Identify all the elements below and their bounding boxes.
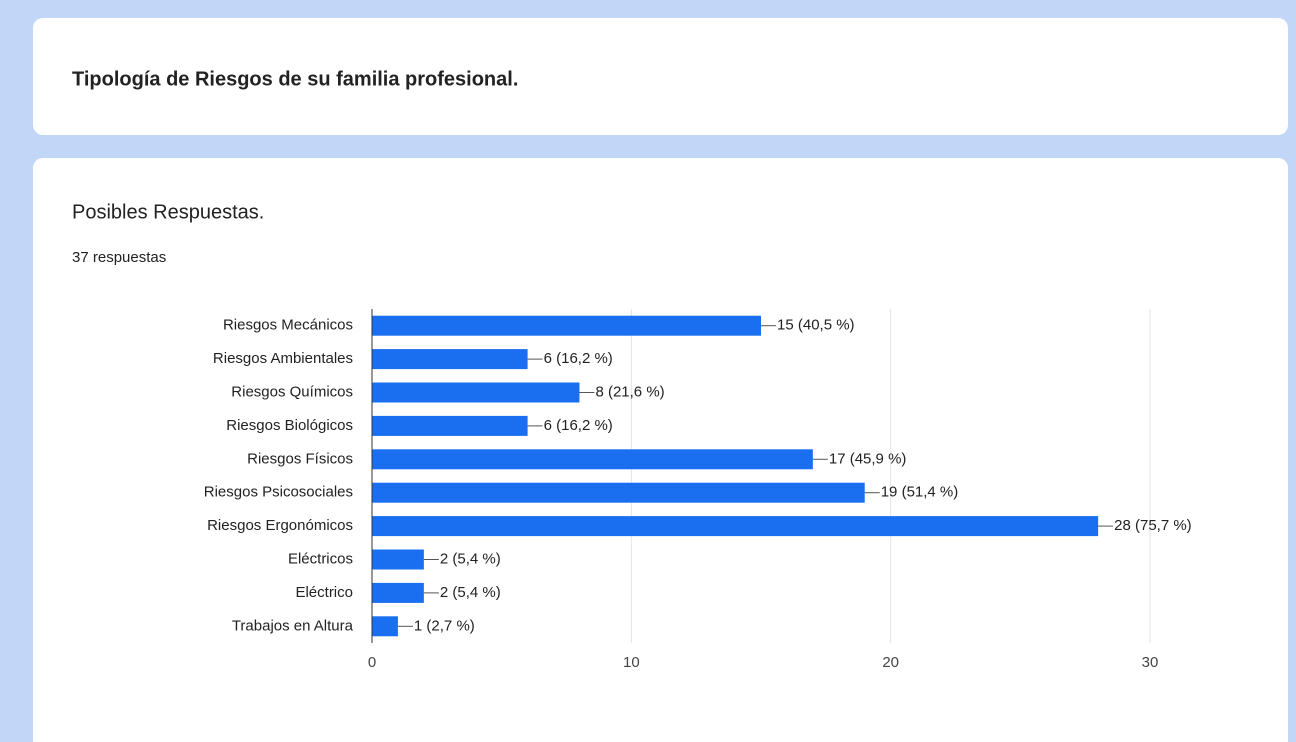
y-tick-label: Riesgos Químicos <box>231 383 353 400</box>
x-tick-label: 30 <box>1142 654 1159 671</box>
bar <box>372 349 528 370</box>
bar <box>372 315 761 336</box>
form-title: Tipología de Riesgos de su familia profe… <box>72 68 518 90</box>
bar <box>372 516 1099 537</box>
value-label: 6 (16,2 %) <box>544 350 613 367</box>
y-tick-label: Riesgos Biológicos <box>226 417 353 434</box>
value-label: 2 (5,4 %) <box>440 584 501 601</box>
bar <box>372 482 865 503</box>
value-label: 15 (40,5 %) <box>777 317 855 334</box>
value-label: 17 (45,9 %) <box>829 450 907 467</box>
bar <box>372 616 398 637</box>
y-tick-label: Riesgos Psicosociales <box>204 484 353 501</box>
y-tick-label: Eléctrico <box>295 584 353 601</box>
bar <box>372 582 424 603</box>
y-tick-label: Riesgos Físicos <box>247 450 353 467</box>
y-tick-label: Trabajos en Altura <box>232 617 354 634</box>
value-label: 19 (51,4 %) <box>881 484 959 501</box>
value-label: 6 (16,2 %) <box>544 417 613 434</box>
bar <box>372 449 813 470</box>
y-tick-label: Riesgos Mecánicos <box>223 317 353 334</box>
bar <box>372 549 424 570</box>
x-tick-label: 20 <box>882 654 899 671</box>
bar <box>372 415 528 436</box>
x-tick-label: 0 <box>368 654 376 671</box>
bar <box>372 382 580 403</box>
y-tick-label: Riesgos Ergonómicos <box>207 517 353 534</box>
x-tick-label: 10 <box>623 654 640 671</box>
y-tick-label: Riesgos Ambientales <box>213 350 353 367</box>
chart: 0 10 20 30 Riesgos Mecánicos 15 (40,5 %) Riesg… <box>204 309 1192 671</box>
question-title: Posibles Respuestas. <box>72 201 264 223</box>
title-card <box>33 18 1288 135</box>
value-label: 28 (75,7 %) <box>1114 517 1192 534</box>
value-label: 2 (5,4 %) <box>440 550 501 567</box>
value-label: 1 (2,7 %) <box>414 617 475 634</box>
value-label: 8 (21,6 %) <box>595 383 664 400</box>
y-tick-label: Eléctricos <box>288 550 353 567</box>
response-count: 37 respuestas <box>72 249 166 266</box>
